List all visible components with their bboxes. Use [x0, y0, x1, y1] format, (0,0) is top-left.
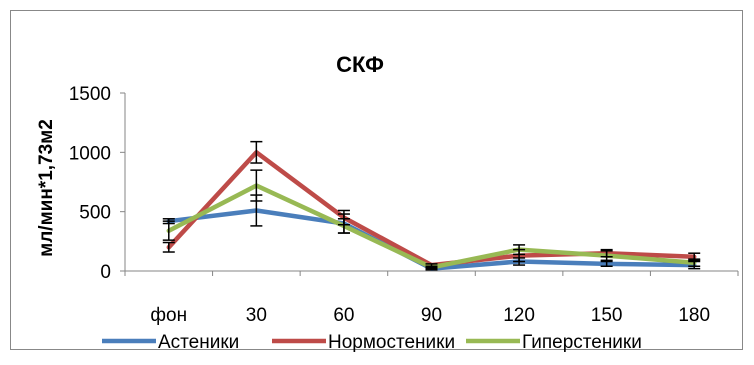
chart-border — [10, 10, 743, 350]
y-axis-label: мл/мин*1,73м2 — [36, 119, 57, 257]
legend: Астеники Нормостеники Гиперстеники — [102, 332, 642, 353]
y-tick-label: 500 — [79, 203, 111, 224]
x-tick-label: 30 — [246, 305, 267, 326]
chart-title: СКФ — [336, 52, 384, 77]
x-tick-label: 60 — [333, 305, 354, 326]
legend-label: Гиперстеники — [522, 332, 642, 353]
y-tick-label: 0 — [100, 262, 111, 283]
axes: 0 500 1000 1500 фон 30 60 90 120 150 180 — [69, 84, 739, 326]
legend-label: Нормостеники — [328, 332, 455, 353]
legend-label: Астеники — [158, 332, 239, 353]
x-tick-label: фон — [150, 305, 187, 326]
x-tick-label: 120 — [503, 305, 535, 326]
x-tick-label: 90 — [421, 305, 442, 326]
y-tick-label: 1000 — [69, 143, 111, 164]
y-tick-label: 1500 — [69, 84, 111, 105]
x-tick-label: 180 — [678, 305, 710, 326]
series-layer — [162, 140, 701, 271]
x-tick-label: 150 — [591, 305, 623, 326]
